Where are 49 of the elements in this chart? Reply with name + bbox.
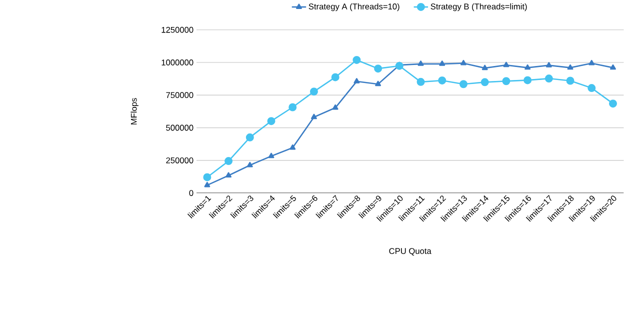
point	[395, 62, 404, 70]
point	[524, 64, 531, 70]
point	[503, 62, 510, 68]
point	[204, 182, 210, 188]
y-tick-label: 1250000	[162, 26, 194, 33]
point	[246, 133, 254, 142]
point	[375, 80, 382, 86]
y-tick-label: 0	[189, 190, 194, 196]
y-tick-label: 250000	[166, 157, 194, 164]
point	[311, 114, 317, 120]
point	[588, 84, 596, 92]
point	[224, 157, 233, 166]
point	[354, 78, 360, 84]
point	[482, 64, 488, 70]
point	[438, 76, 446, 84]
y-tick-label: 500000	[166, 124, 194, 131]
x-axis-title: CPU Quota	[389, 248, 432, 256]
point	[418, 60, 424, 66]
point	[480, 78, 489, 86]
point	[588, 60, 595, 66]
y-tick-label: 1000000	[162, 60, 194, 66]
point	[246, 162, 253, 168]
point	[226, 172, 232, 178]
legend-label: Strategy A (Threads=10)	[308, 3, 400, 12]
legend-label: Strategy B (Threads=limit)	[430, 3, 527, 12]
point	[610, 64, 616, 70]
point	[352, 56, 361, 64]
point	[544, 74, 553, 83]
y-tick-label: 750000	[166, 92, 194, 98]
point	[459, 80, 468, 88]
point	[439, 60, 446, 66]
point	[267, 117, 276, 126]
point	[374, 64, 382, 73]
point	[288, 103, 297, 112]
point	[502, 77, 510, 86]
point	[566, 76, 574, 85]
point	[546, 62, 552, 68]
point	[332, 104, 338, 110]
point	[524, 76, 532, 84]
y-axis-title: MFlops	[130, 98, 138, 124]
point	[290, 144, 296, 150]
point	[608, 100, 617, 108]
point	[331, 73, 340, 82]
point	[203, 173, 212, 182]
point	[416, 78, 425, 86]
point	[567, 64, 574, 70]
point	[460, 60, 466, 66]
point	[310, 88, 318, 96]
point	[268, 152, 274, 158]
